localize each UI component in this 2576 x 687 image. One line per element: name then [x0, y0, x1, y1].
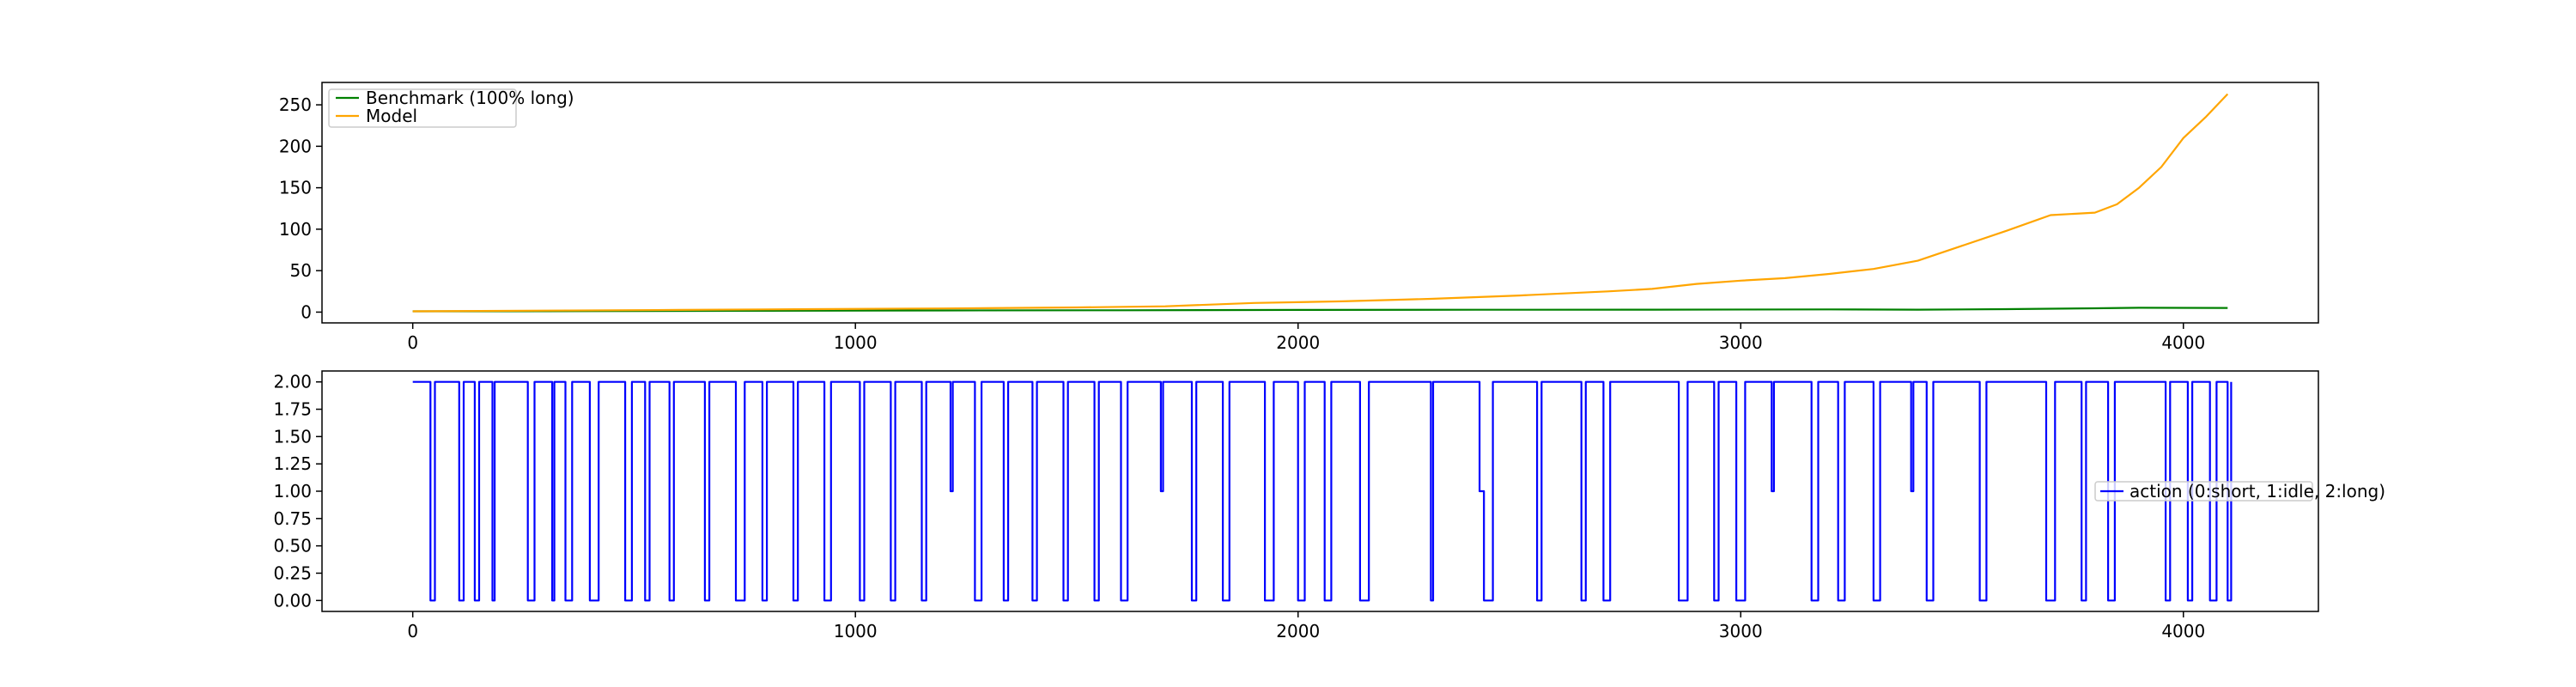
legend-label-model: Model	[366, 106, 417, 126]
action-legend-box	[2094, 481, 2313, 502]
equity-series-line-1	[412, 93, 2229, 313]
equity-x-tick-label: 2000	[1276, 332, 1320, 353]
equity-curve-panel: 0 1000 2000 3000 4000 0 50 100 150 200 250 Benchma…	[279, 82, 2319, 353]
action-y-tick-label: 2.00	[273, 372, 312, 392]
equity-curve-frame	[321, 82, 2319, 324]
equity-y-tick-label: 50	[290, 260, 312, 281]
equity-y-tick-label: 200	[279, 136, 312, 156]
action-plot-area	[412, 380, 2233, 602]
action-y-tick-label: 1.75	[273, 399, 312, 420]
action-y-tick-label: 1.00	[273, 481, 312, 502]
equity-curve-legend: Benchmark (100% long) Model	[328, 88, 574, 128]
action-y-tick-label: 1.50	[273, 426, 312, 447]
action-x-tick-label: 1000	[834, 621, 878, 641]
legend-label-action: action (0:short, 1:idle, 2:long)	[2129, 481, 2385, 502]
action-y-tick-label: 1.25	[273, 453, 312, 474]
action-x-tick-label: 2000	[1276, 621, 1320, 641]
equity-y-tick-label: 100	[279, 219, 312, 240]
equity-y-tick-label: 150	[279, 178, 312, 198]
equity-x-tick-label: 0	[407, 332, 418, 353]
equity-curve-legend-box	[328, 88, 517, 128]
action-x-tick-label: 0	[407, 621, 418, 641]
action-legend: action (0:short, 1:idle, 2:long)	[2094, 481, 2385, 502]
equity-curve-ticks: 0 1000 2000 3000 4000 0 50 100 150 200 250	[279, 94, 2205, 353]
equity-curve-plot-area	[412, 93, 2229, 313]
equity-series-line-0	[412, 307, 2228, 313]
action-y-tick-label: 0.75	[273, 508, 312, 529]
action-y-tick-label: 0.25	[273, 562, 312, 583]
equity-x-tick-label: 1000	[834, 332, 878, 353]
equity-x-tick-label: 4000	[2161, 332, 2205, 353]
equity-x-tick-label: 3000	[1719, 332, 1763, 353]
action-ticks: 0 1000 2000 3000 4000 0.00 0.25 0.50 0.75 1.00 1.2…	[273, 372, 2205, 641]
action-series-line-0	[412, 380, 2233, 602]
action-panel: 0 1000 2000 3000 4000 0.00 0.25 0.50 0.75 1.00 1.2…	[273, 370, 2385, 641]
action-y-tick-label: 0.50	[273, 536, 312, 556]
action-x-tick-label: 3000	[1719, 621, 1763, 641]
legend-label-benchmark: Benchmark (100% long)	[366, 88, 574, 108]
action-y-tick-label: 0.00	[273, 590, 312, 611]
action-x-tick-label: 4000	[2161, 621, 2205, 641]
equity-y-tick-label: 250	[279, 94, 312, 115]
equity-y-tick-label: 0	[301, 301, 312, 322]
